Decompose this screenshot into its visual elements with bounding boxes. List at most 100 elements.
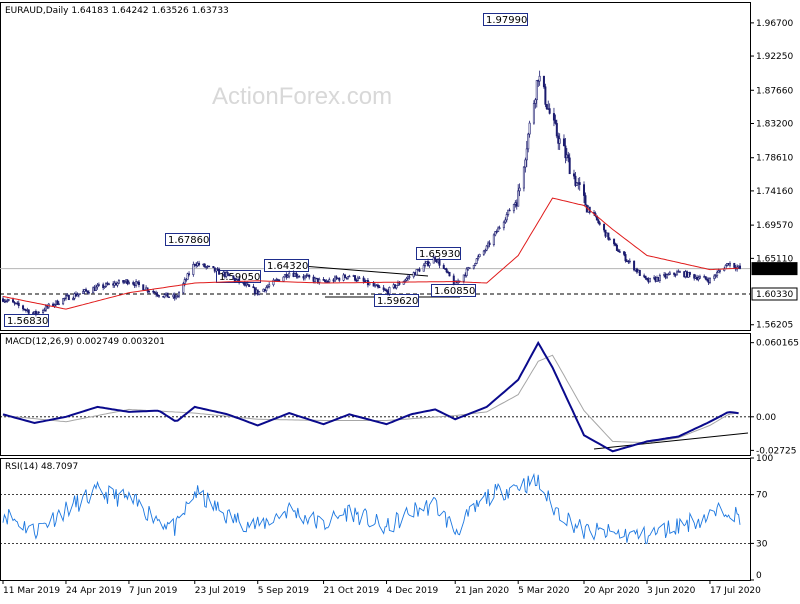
candle <box>676 269 679 276</box>
candle-body <box>63 297 66 300</box>
candle <box>615 243 618 251</box>
candle <box>212 266 215 269</box>
candle-body <box>188 273 191 275</box>
candle-body <box>614 243 617 246</box>
candle <box>517 184 520 207</box>
candle-body <box>638 270 641 276</box>
candle-body <box>346 276 349 279</box>
candle-body <box>424 262 427 266</box>
candle-body <box>462 274 465 282</box>
candle <box>288 270 291 279</box>
candle-body <box>628 260 631 263</box>
candle-body <box>208 265 211 268</box>
candle-body <box>645 277 648 280</box>
candle-body <box>1 298 4 302</box>
candle-body <box>152 290 155 293</box>
annotation-label: 1.64320 <box>267 261 308 272</box>
candle-body <box>402 281 405 285</box>
price-annotation: 1.59620 <box>374 294 419 307</box>
candle-body <box>37 311 40 314</box>
rsi-tick-label: 100 <box>756 454 773 464</box>
candle-body <box>532 103 535 124</box>
candle <box>475 258 478 265</box>
candle <box>415 269 418 276</box>
candle <box>528 120 531 138</box>
candle <box>208 265 211 268</box>
candle <box>575 182 578 186</box>
candle-body <box>178 292 181 297</box>
candle <box>72 296 75 301</box>
candle <box>57 301 60 306</box>
candle-body <box>508 209 511 212</box>
candle <box>598 221 601 226</box>
x-tick-label: 24 Apr 2019 <box>66 586 122 596</box>
candle <box>628 258 631 264</box>
candle <box>87 290 90 295</box>
y-tick-label: 1.65110 <box>756 254 793 264</box>
candle-body <box>578 182 581 185</box>
candle-body <box>724 265 727 270</box>
candle-body <box>232 275 235 279</box>
candle-body <box>142 284 145 291</box>
candle-body <box>354 275 357 281</box>
candle <box>232 275 235 280</box>
candle-body <box>738 265 741 269</box>
candle-body <box>12 299 15 303</box>
candle-body <box>405 278 408 281</box>
candle-body <box>452 275 455 285</box>
candle <box>86 290 89 294</box>
candle-body <box>552 113 555 121</box>
candle <box>422 263 425 272</box>
candle-body <box>522 166 525 189</box>
candle <box>163 293 166 299</box>
x-tick-label: 4 Dec 2019 <box>387 586 439 596</box>
candle-body <box>198 262 201 266</box>
candle <box>698 274 701 280</box>
candle-body <box>714 275 717 277</box>
candle-body <box>615 245 618 251</box>
annotation-box <box>4 314 49 327</box>
candle-body <box>135 281 138 287</box>
candle-body <box>633 260 636 271</box>
candle <box>678 270 681 273</box>
candle <box>432 255 435 264</box>
candle-body <box>608 238 611 241</box>
candle-body <box>272 279 275 286</box>
panel-frames <box>0 2 751 581</box>
candle-body <box>344 274 347 278</box>
candle <box>597 218 600 225</box>
candle-body <box>554 119 557 124</box>
candle <box>205 266 208 270</box>
y-tick-label: 1.56205 <box>756 321 793 331</box>
annotation-box <box>165 233 210 246</box>
candle <box>574 172 577 188</box>
candle-body <box>323 279 326 282</box>
candle <box>564 138 567 164</box>
x-tick-label: 17 Jul 2020 <box>710 586 761 596</box>
candle <box>572 169 575 180</box>
candle <box>13 300 16 306</box>
candle-body <box>308 274 311 278</box>
candle <box>623 250 626 257</box>
candle <box>358 276 361 280</box>
candle-body <box>183 279 186 284</box>
candle-body <box>168 296 171 298</box>
candle <box>354 275 357 282</box>
candle-body <box>676 271 679 276</box>
candle <box>63 297 66 302</box>
candle <box>568 153 571 175</box>
candle <box>484 248 487 254</box>
candle <box>188 271 191 277</box>
candle-body <box>583 184 586 196</box>
price-annotation: 1.67860 <box>165 233 210 246</box>
candle <box>534 97 537 109</box>
candle <box>658 273 661 283</box>
candle-body <box>102 284 105 288</box>
candle <box>607 232 610 241</box>
candle-body <box>303 275 306 279</box>
candle <box>23 308 26 311</box>
candle-body <box>567 154 570 159</box>
candle-body <box>688 272 691 275</box>
candle-body <box>67 294 70 301</box>
candle <box>105 281 108 288</box>
